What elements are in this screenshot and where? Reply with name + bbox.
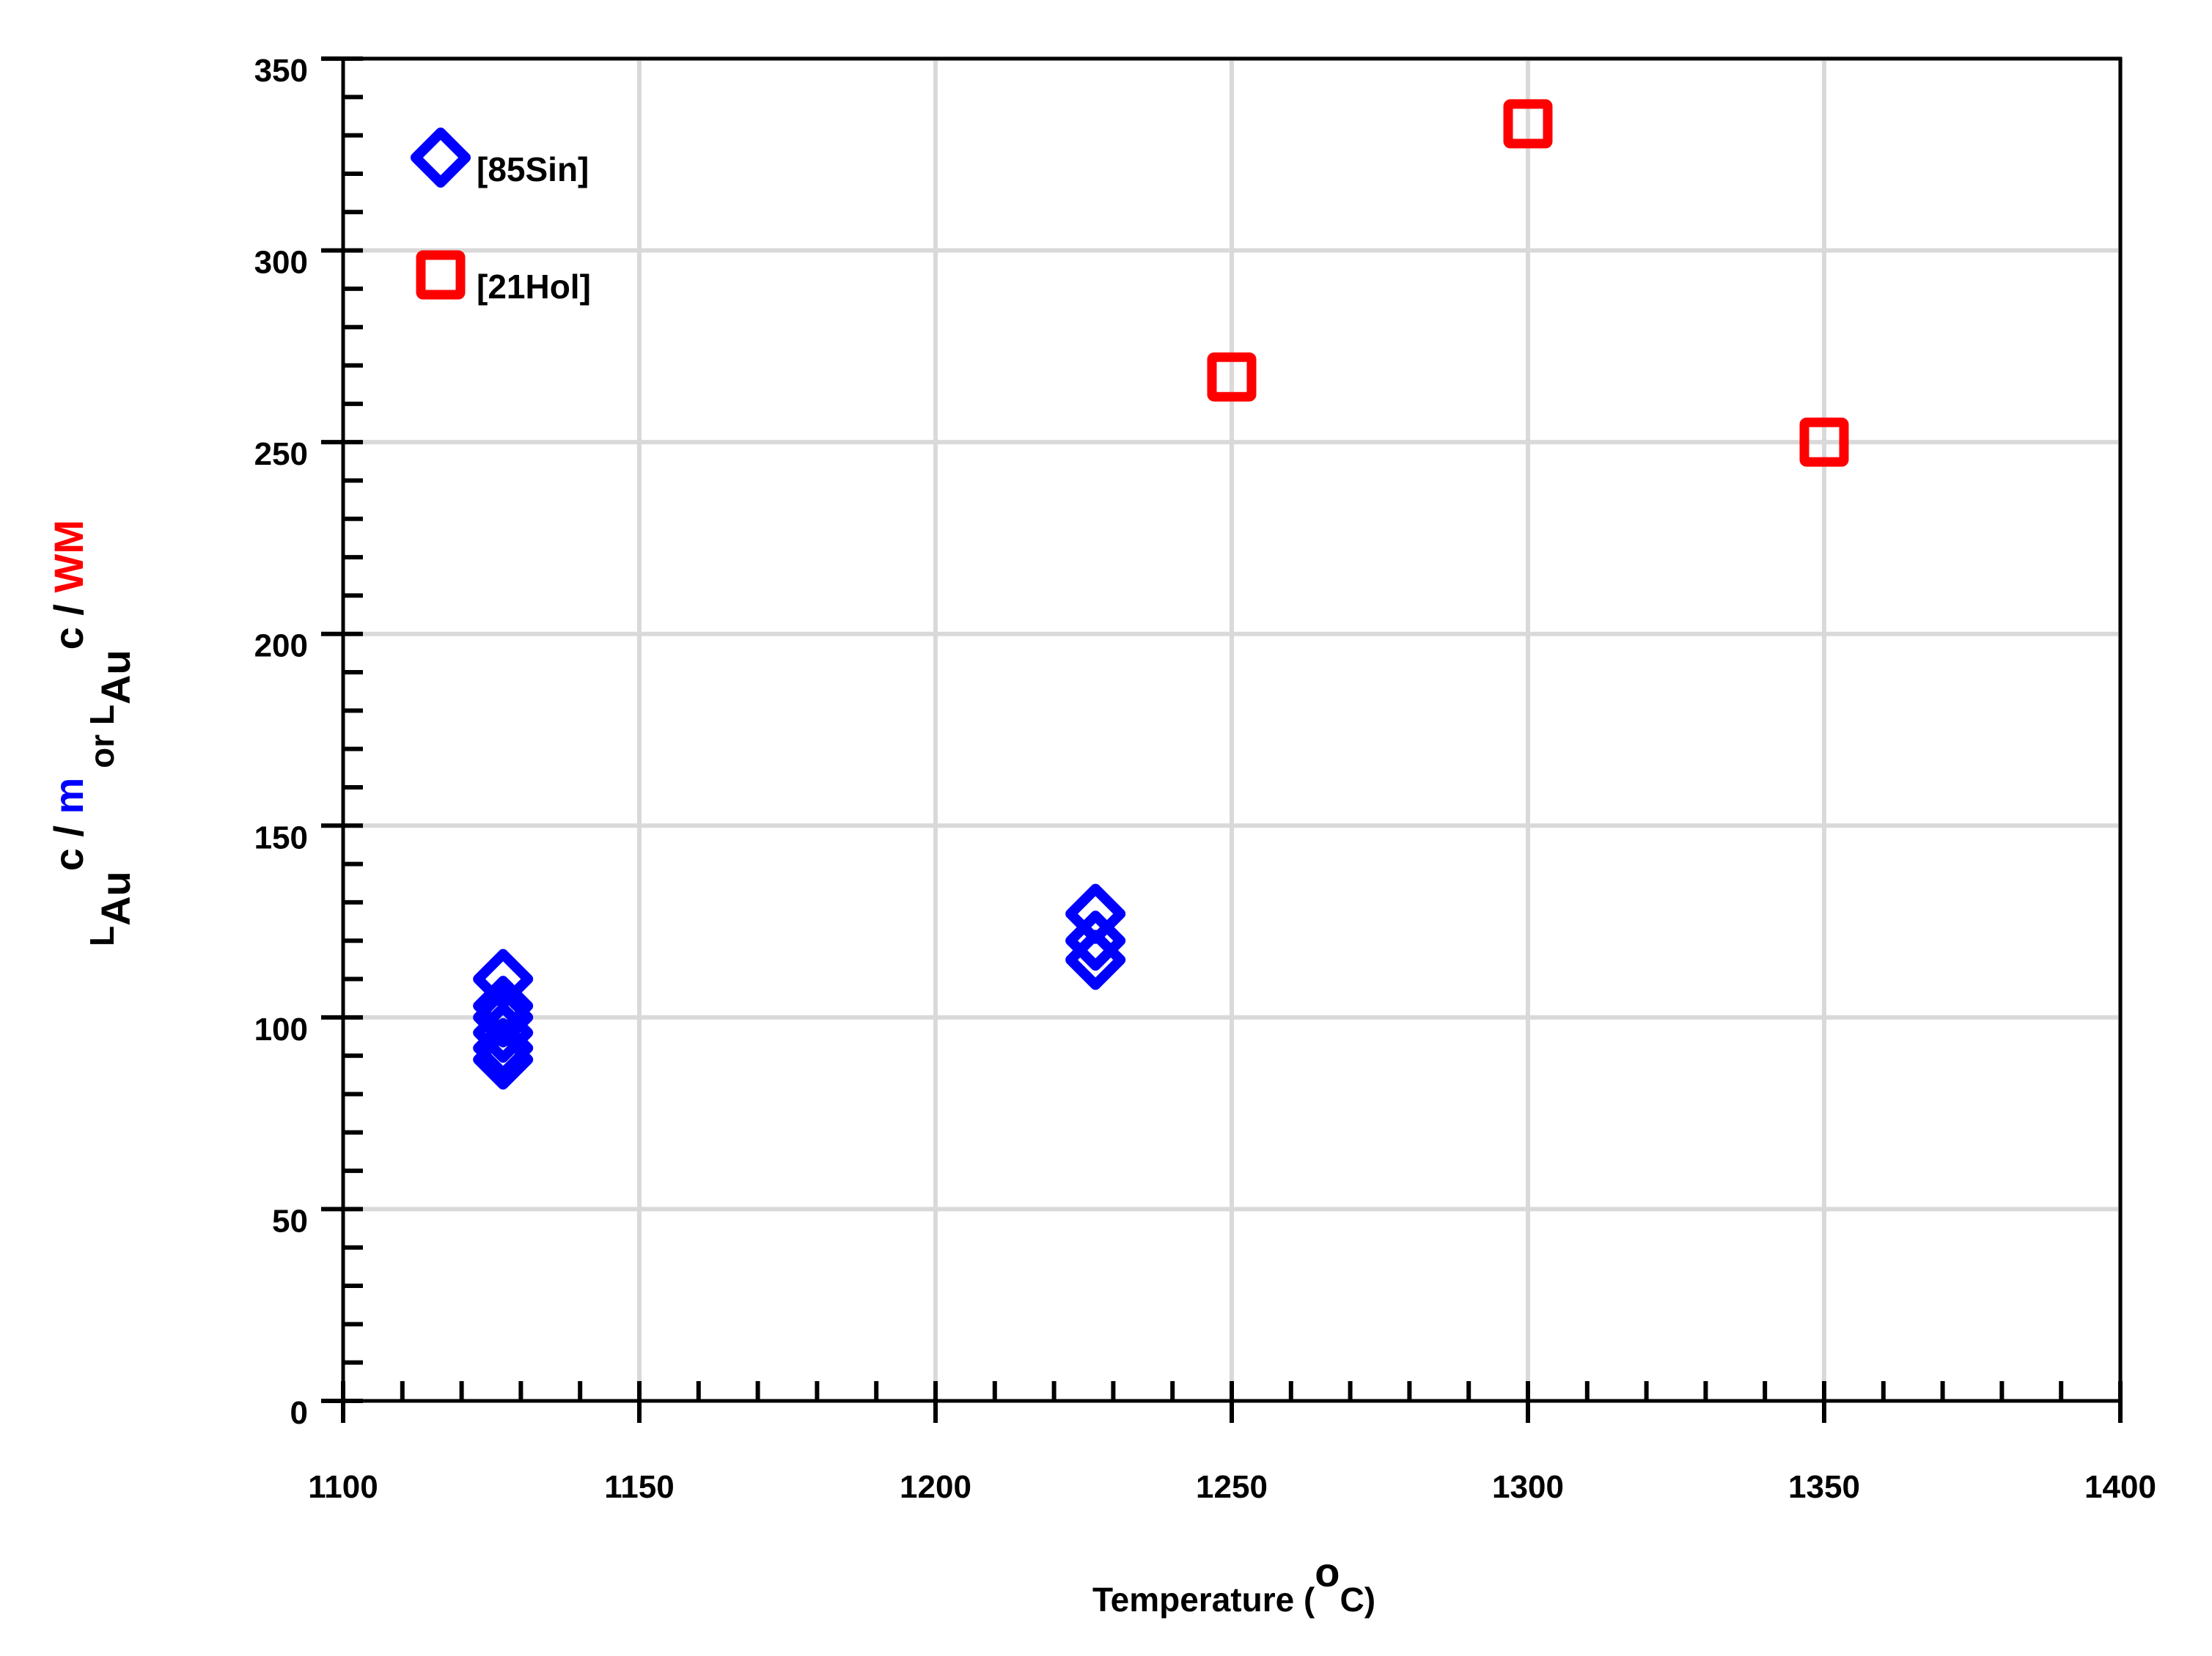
legend-label: [21Hol] — [477, 268, 591, 306]
square-marker — [1799, 417, 1849, 467]
x-tick-label: 1200 — [900, 1469, 971, 1505]
diamond-marker — [473, 1029, 534, 1090]
diamond-marker — [1065, 910, 1126, 971]
x-tick-label: 1100 — [308, 1469, 378, 1505]
gridlines — [343, 56, 2123, 1401]
diamond-marker — [473, 987, 534, 1048]
y-tick-label: 150 — [254, 820, 308, 855]
legend-diamond-icon — [411, 128, 471, 188]
x-tick-label: 1150 — [604, 1469, 674, 1505]
y-tick-label: 300 — [254, 245, 308, 281]
diamond-marker — [473, 1002, 534, 1063]
legend-label: [85Sin] — [477, 150, 589, 188]
y-tick-labels: 0 50 100 150 200 250 300 350 — [254, 53, 308, 1431]
x-tick-label: 1350 — [1788, 1469, 1860, 1505]
x-axis-title: Temperature (oC) — [1092, 1549, 1375, 1619]
square-marker — [1207, 352, 1257, 402]
y-tick-label: 200 — [254, 628, 308, 664]
y-axis-title: LAuc / m or LAuc / WM — [45, 520, 139, 946]
x-tick-label: 1250 — [1196, 1469, 1268, 1505]
diamond-marker — [473, 1017, 534, 1078]
data-points — [473, 99, 1849, 1090]
axes — [321, 56, 2123, 1423]
y-tick-label: 0 — [290, 1395, 308, 1431]
x-tick-label: 1400 — [2084, 1469, 2156, 1505]
x-tick-label: 1300 — [1492, 1469, 1564, 1505]
y-tick-label: 250 — [254, 436, 308, 472]
x-tick-labels: 1100 1150 1200 1250 1300 1350 1400 — [308, 1469, 2156, 1505]
y-tick-label: 350 — [254, 53, 308, 89]
diamond-marker — [1065, 930, 1126, 990]
y-tick-label: 100 — [254, 1012, 308, 1048]
legend-square-icon — [416, 250, 466, 300]
legend: [85Sin] [21Hol] — [411, 128, 591, 306]
square-marker — [1503, 99, 1553, 149]
y-tick-label: 50 — [272, 1203, 308, 1239]
